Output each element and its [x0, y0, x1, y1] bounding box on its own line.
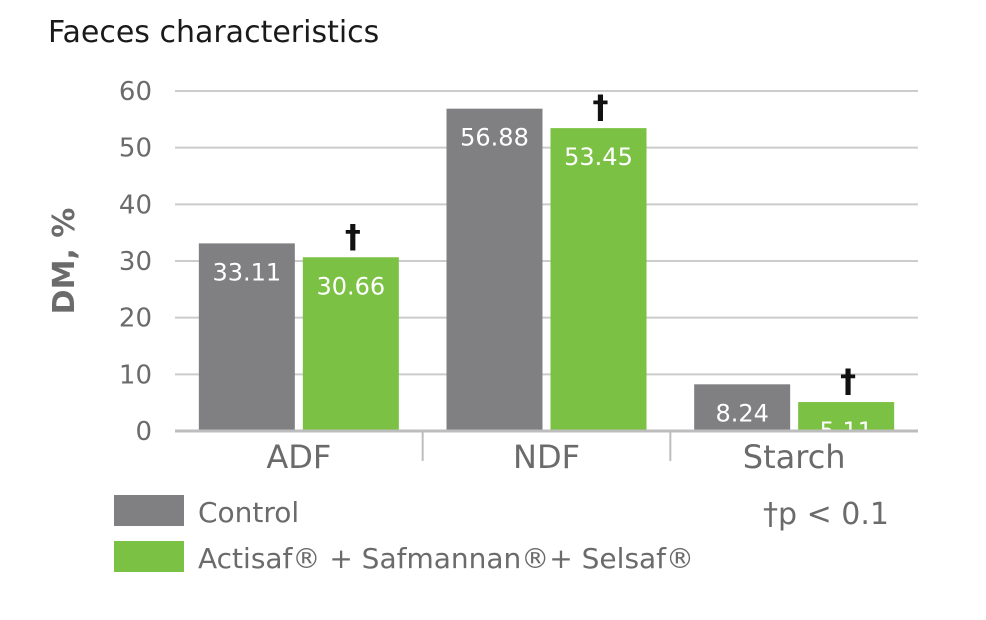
legend-label: Control	[198, 496, 299, 529]
chart-title: Faeces characteristics	[48, 15, 379, 50]
bar-starch-series-1	[694, 384, 791, 431]
x-axis: ADF NDF Starch	[175, 429, 918, 476]
bar-value-label: 53.45	[564, 143, 633, 171]
bar-ndf-series-2	[550, 128, 647, 431]
grid	[175, 90, 918, 376]
x-tick-label: NDF	[513, 438, 580, 476]
legend: Control Actisaf® + Safmannan®+ Selsaf®	[114, 495, 694, 575]
y-axis-ticks: 0 10 20 30 40 50 60	[119, 77, 152, 447]
bar-value-label: 33.11	[212, 258, 281, 286]
legend-swatch	[114, 495, 184, 526]
y-tick-label: 40	[119, 190, 152, 220]
bar-value-label: 56.88	[460, 124, 529, 152]
x-tick-label: Starch	[743, 438, 846, 476]
y-tick-label: 60	[119, 77, 152, 107]
significance-mark: †	[593, 88, 609, 126]
y-tick-label: 10	[119, 360, 152, 390]
legend-label: Actisaf® + Safmannan®+ Selsaf®	[198, 542, 694, 575]
y-tick-label: 50	[119, 134, 152, 164]
significance-note: †p < 0.1	[763, 497, 889, 532]
y-tick-label: 20	[119, 304, 152, 334]
y-tick-label: 30	[119, 247, 152, 277]
y-tick-label: 0	[135, 417, 152, 447]
bar-adf-series-1	[198, 243, 295, 431]
bar-value-label: 30.66	[316, 272, 385, 300]
bar-ndf-series-1	[446, 108, 543, 432]
significance-mark: †	[840, 362, 856, 400]
significance-mark: †	[345, 217, 361, 255]
bar-value-label: 8.24	[715, 399, 768, 427]
y-axis-label: DM, %	[47, 208, 82, 315]
bar-starch-series-2	[798, 402, 895, 431]
bar-adf-series-2	[302, 257, 399, 431]
x-tick-label: ADF	[266, 438, 331, 476]
legend-swatch	[114, 541, 184, 572]
